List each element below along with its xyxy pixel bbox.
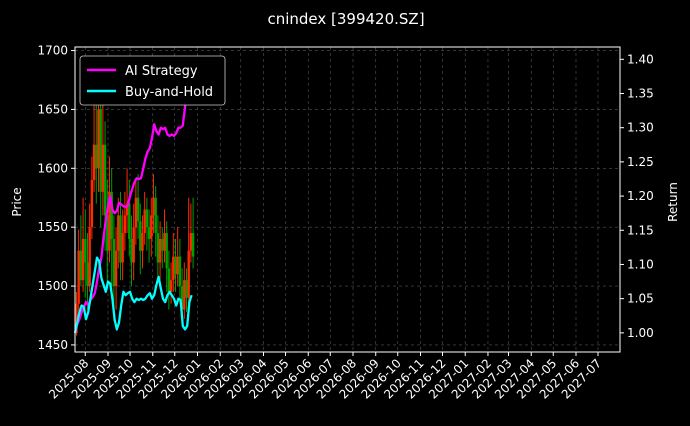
candle-body bbox=[79, 250, 83, 281]
y-right-tick-label: 1.05 bbox=[627, 292, 654, 306]
y-left-tick-label: 1450 bbox=[37, 338, 68, 352]
candle-body bbox=[119, 215, 122, 263]
candle-body bbox=[97, 109, 100, 169]
candle-body bbox=[147, 227, 151, 239]
candle-body bbox=[139, 221, 142, 251]
y-right-tick-label: 1.25 bbox=[627, 155, 654, 169]
candle-body bbox=[114, 250, 118, 287]
legend-label-buy-and-hold: Buy-and-Hold bbox=[125, 85, 213, 100]
y-right-tick-label: 1.20 bbox=[627, 189, 654, 203]
candle-body bbox=[110, 191, 113, 239]
y-right-tick-label: 1.35 bbox=[627, 87, 654, 101]
candle-body bbox=[134, 197, 138, 228]
candle-body bbox=[77, 250, 80, 304]
candle-body bbox=[172, 256, 175, 281]
y-left-tick-label: 1650 bbox=[37, 102, 68, 116]
candle-body bbox=[169, 280, 173, 292]
candle-body bbox=[123, 215, 127, 234]
y-right-tick-label: 1.10 bbox=[627, 257, 654, 271]
candle-body bbox=[90, 180, 94, 228]
plot-frame bbox=[74, 46, 621, 353]
y-left-tick-label: 1600 bbox=[37, 161, 68, 175]
candle-body bbox=[154, 197, 157, 234]
candle-body bbox=[167, 268, 171, 292]
y-right-tick-label: 1.30 bbox=[627, 121, 654, 135]
chart-title: cnindex [399420.SZ] bbox=[267, 10, 424, 28]
candle-body bbox=[130, 238, 133, 263]
candle-body bbox=[103, 144, 107, 216]
candle-body bbox=[101, 144, 105, 192]
legend: AI Strategy Buy-and-Hold bbox=[79, 55, 226, 106]
candle-body bbox=[75, 303, 78, 334]
series-line-buy-and-hold bbox=[73, 256, 193, 334]
candle-body bbox=[183, 280, 186, 310]
candle-body bbox=[165, 233, 168, 269]
candle-body bbox=[84, 238, 87, 263]
candle-body bbox=[106, 215, 109, 251]
candle-body bbox=[180, 286, 184, 310]
y-axis-label-left: Price bbox=[10, 187, 24, 216]
y-left-tick-label: 1500 bbox=[37, 279, 68, 293]
candle-body bbox=[150, 215, 153, 239]
candle-body bbox=[163, 233, 166, 251]
y-right-tick-label: 1.40 bbox=[627, 52, 654, 66]
price-candles bbox=[75, 62, 195, 336]
y-right-tick-label: 1.00 bbox=[627, 326, 654, 340]
candle-body bbox=[92, 144, 96, 181]
candle-body bbox=[174, 256, 177, 275]
candle-body bbox=[88, 227, 91, 287]
y-axis-label-right: Return bbox=[666, 182, 680, 222]
candle-body bbox=[152, 197, 155, 216]
y-left-tick-label: 1700 bbox=[37, 44, 68, 58]
candle-body bbox=[178, 256, 182, 287]
legend-box bbox=[79, 55, 226, 106]
candle-body bbox=[161, 238, 164, 251]
return-series bbox=[73, 58, 193, 334]
candle-body bbox=[143, 209, 146, 234]
candle-body bbox=[108, 191, 111, 251]
candle-body bbox=[156, 233, 160, 263]
candle-body bbox=[132, 227, 135, 263]
legend-label-ai-strategy: AI Strategy bbox=[125, 64, 198, 79]
candle-body bbox=[189, 233, 193, 251]
candle-body bbox=[125, 203, 129, 216]
y-right-tick-label: 1.15 bbox=[627, 223, 654, 237]
candle-body bbox=[117, 215, 120, 251]
candle-body bbox=[81, 238, 85, 281]
candle-body bbox=[112, 238, 116, 287]
candle-body bbox=[158, 238, 162, 263]
candle-body bbox=[99, 109, 102, 192]
candle-body bbox=[145, 209, 149, 228]
series-line-ai-strategy bbox=[73, 58, 193, 334]
candle-body bbox=[95, 144, 98, 169]
candle-body bbox=[121, 233, 124, 263]
candle-body bbox=[128, 203, 131, 239]
candle-body bbox=[187, 250, 190, 298]
y-left-tick-label: 1550 bbox=[37, 220, 68, 234]
candle-body bbox=[136, 197, 140, 222]
candle-body bbox=[176, 256, 179, 275]
candle-body bbox=[185, 280, 188, 298]
candle-body bbox=[86, 262, 89, 287]
candle-body bbox=[141, 233, 144, 251]
candle-body bbox=[191, 233, 195, 257]
